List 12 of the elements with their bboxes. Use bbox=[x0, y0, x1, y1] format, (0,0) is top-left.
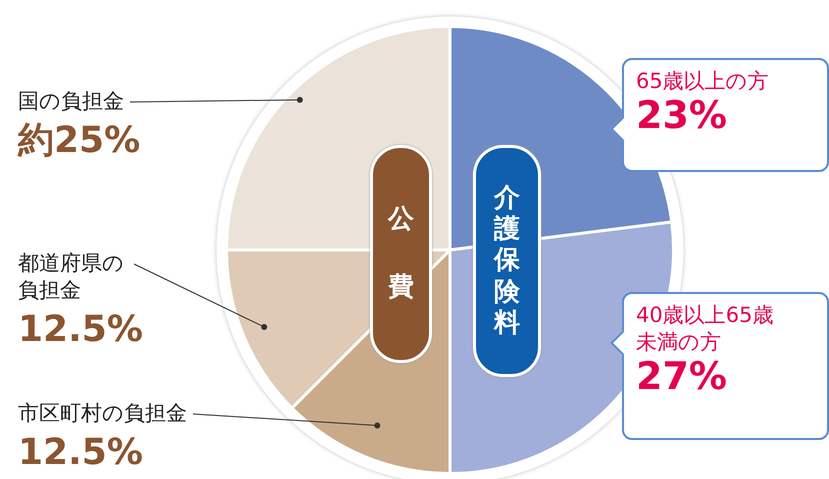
data-label: 27% bbox=[636, 354, 728, 398]
rounded-badge: 介護保険料 bbox=[473, 145, 541, 377]
slice-label: 市区町村の負担金 bbox=[18, 400, 187, 427]
data-label: 23% bbox=[636, 93, 728, 137]
slice-label: 65歳以上の方 bbox=[636, 68, 770, 95]
slice-label: 都道府県の負担金 bbox=[18, 250, 125, 304]
slice-label: 国の負担金 bbox=[18, 88, 124, 115]
data-label: 12.5% bbox=[18, 309, 143, 350]
data-label: 12.5% bbox=[18, 432, 143, 473]
data-label: 約25% bbox=[18, 120, 140, 161]
slice-label: 40歳以上65歳未満の方 bbox=[636, 302, 774, 356]
rounded-badge: 公費 bbox=[370, 145, 432, 363]
